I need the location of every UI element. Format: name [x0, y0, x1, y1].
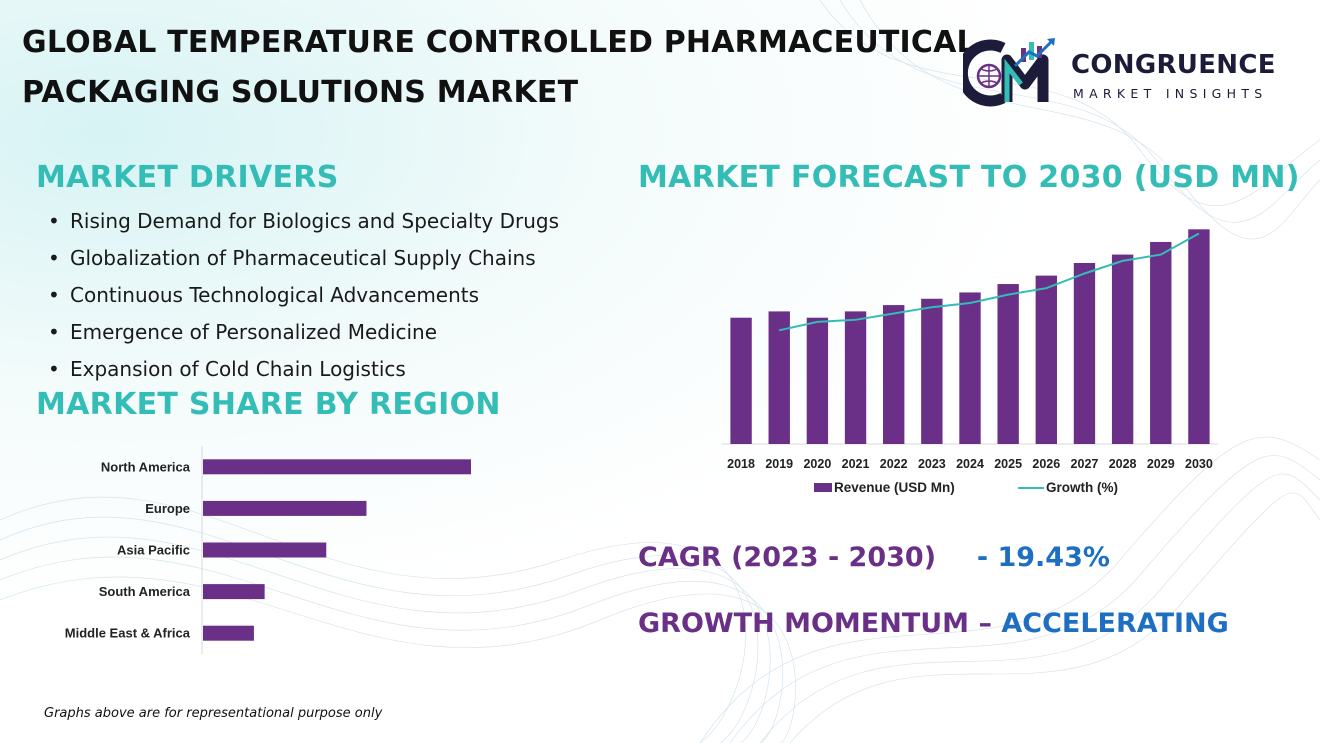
footnote: Graphs above are for representational pu… — [44, 706, 383, 721]
forecast-year-label: 2023 — [918, 457, 946, 471]
driver-item-text: Continuous Technological Advancements — [70, 283, 480, 307]
driver-item: • Globalization of Pharmaceutical Supply … — [48, 241, 559, 278]
forecast-year-label: 2027 — [1071, 457, 1099, 471]
growth-momentum-line: GROWTH MOMENTUM – ACCELERATING — [638, 608, 1229, 639]
market-drivers-list: • Rising Demand for Biologics and Special… — [48, 204, 559, 389]
bullet-icon: • — [48, 357, 60, 381]
forecast-revenue-bar — [1073, 262, 1096, 444]
legend-growth-label: Growth (%) — [1046, 480, 1118, 495]
forecast-revenue-bar — [883, 305, 905, 444]
driver-item-text: Emergence of Personalized Medicine — [70, 320, 438, 344]
forecast-revenue-bar — [1111, 254, 1134, 444]
bullet-icon: • — [48, 246, 60, 270]
driver-item-text: Globalization of Pharmaceutical Supply C… — [70, 246, 536, 270]
cm-logo-mark-icon — [956, 38, 1055, 107]
forecast-year-label: 2022 — [880, 457, 908, 471]
region-bar — [203, 584, 265, 600]
forecast-growth-line — [778, 232, 1200, 332]
forecast-year-label: 2020 — [803, 457, 831, 471]
company-logo: CONGRUENCE MARKET INSIGHTS — [956, 36, 1293, 108]
forecast-year-label: 2030 — [1185, 457, 1213, 471]
bullet-icon: • — [48, 320, 60, 344]
forecast-revenue-bar — [1188, 229, 1210, 444]
region-bar — [203, 542, 327, 558]
legend-revenue-label: Revenue (USD Mn) — [834, 480, 955, 495]
cagr-label: CAGR (2023 - 2030) — [638, 542, 937, 573]
cagr-value: - 19.43% — [976, 542, 1110, 573]
market-share-heading: MARKET SHARE BY REGION — [36, 387, 501, 422]
growth-momentum-label: GROWTH MOMENTUM – — [638, 608, 992, 639]
forecast-revenue-bar — [730, 317, 752, 444]
logo-subtitle: MARKET INSIGHTS — [1073, 86, 1268, 101]
region-category-label: Europe — [145, 501, 190, 516]
region-bar — [203, 500, 367, 516]
driver-item: • Emergence of Personalized Medicine — [48, 315, 559, 352]
region-share-bar-chart: North America Europe Asia Pacific South Ame… — [65, 446, 471, 654]
forecast-year-label: 2026 — [1032, 457, 1060, 471]
driver-item: • Rising Demand for Biologics and Special… — [48, 204, 559, 241]
bullet-icon: • — [48, 283, 60, 307]
driver-item-text: Expansion of Cold Chain Logistics — [70, 357, 406, 381]
growth-momentum-value: ACCELERATING — [1001, 608, 1229, 639]
region-category-label: Asia Pacific — [117, 543, 190, 558]
bullet-icon: • — [48, 209, 60, 233]
forecast-revenue-bar — [1150, 241, 1172, 444]
market-drivers-heading: MARKET DRIVERS — [36, 160, 339, 195]
page-title: GLOBAL TEMPERATURE CONTROLLED PHARMACEUT… — [22, 18, 982, 118]
market-forecast-heading: MARKET FORECAST TO 2030 (USD MN) — [638, 160, 1300, 195]
forecast-revenue-bar — [1035, 275, 1057, 444]
driver-item-text: Rising Demand for Biologics and Specialt… — [70, 209, 560, 233]
legend-revenue-swatch — [814, 483, 832, 492]
region-category-label: North America — [101, 459, 191, 474]
logo-name: CONGRUENCE — [1071, 50, 1276, 80]
forecast-year-label: 2018 — [727, 457, 755, 471]
forecast-year-label: 2021 — [842, 457, 870, 471]
forecast-combo-chart: 2018 2019 2020 2021 2022 2023 2024 2025 2026 2027… — [722, 229, 1218, 495]
forecast-year-label: 2025 — [994, 457, 1022, 471]
forecast-revenue-bar — [921, 298, 943, 444]
forecast-year-label: 2028 — [1109, 457, 1137, 471]
forecast-year-label: 2024 — [956, 457, 984, 471]
forecast-year-label: 2019 — [765, 457, 793, 471]
region-category-label: South America — [99, 584, 191, 599]
forecast-revenue-bar — [768, 311, 790, 444]
driver-item: • Expansion of Cold Chain Logistics — [48, 352, 559, 389]
forecast-revenue-bar — [806, 317, 829, 444]
driver-item: • Continuous Technological Advancements — [48, 278, 559, 315]
region-bar — [203, 459, 471, 475]
page-title-line-1: GLOBAL TEMPERATURE CONTROLLED PHARMACEUT… — [22, 25, 976, 60]
forecast-revenue-bar — [844, 311, 867, 444]
forecast-year-label: 2029 — [1147, 457, 1175, 471]
cagr-line: CAGR (2023 - 2030) - 19.43% — [638, 542, 1110, 573]
region-bar — [203, 625, 254, 641]
page-title-line-2: PACKAGING SOLUTIONS MARKET — [22, 75, 579, 110]
forecast-revenue-bar — [959, 292, 981, 444]
forecast-revenue-bar — [997, 284, 1019, 444]
region-category-label: Middle East & Africa — [65, 626, 191, 641]
